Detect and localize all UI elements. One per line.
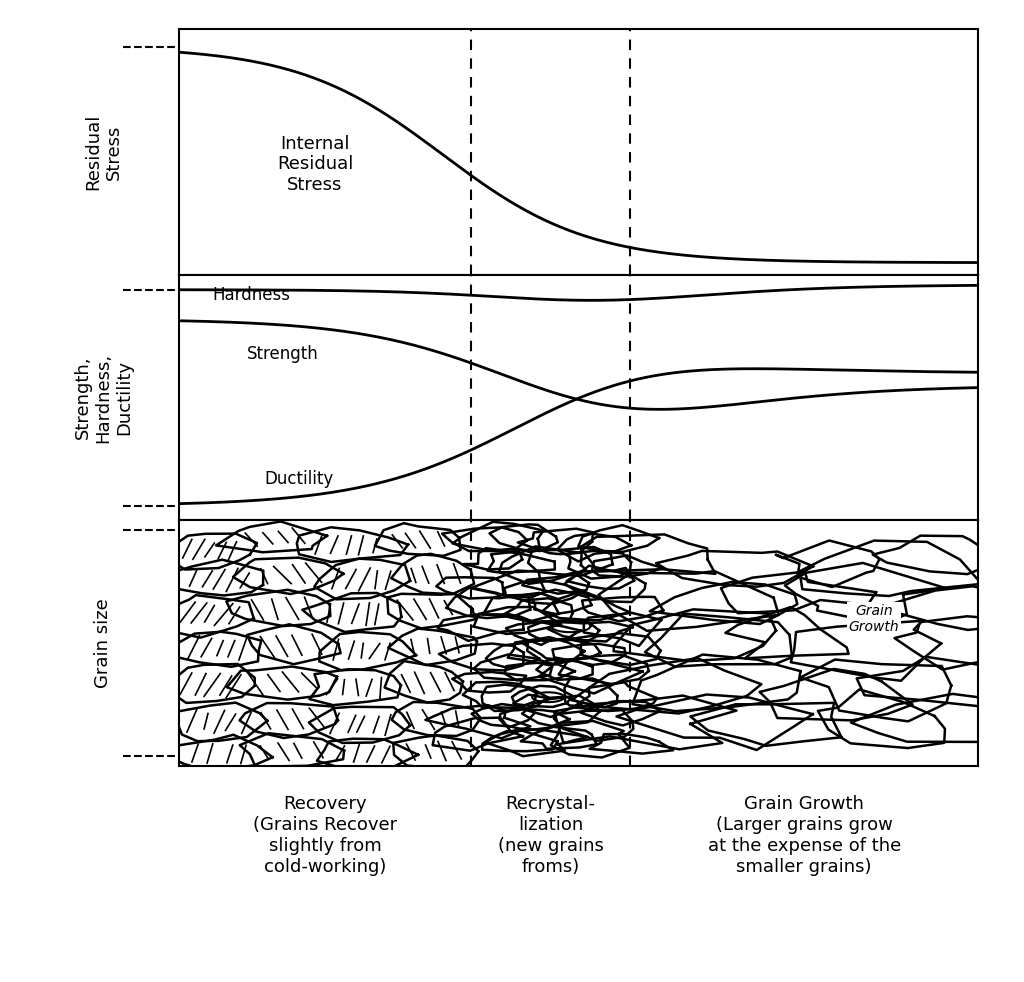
Text: Grain size: Grain size [94, 598, 113, 688]
Text: Hardness: Hardness [212, 286, 290, 303]
Text: Residual
Stress: Residual Stress [84, 114, 123, 191]
Text: Strength: Strength [247, 345, 318, 362]
Text: Grain Growth
(Larger grains grow
at the expense of the
smaller grains): Grain Growth (Larger grains grow at the … [708, 795, 901, 876]
Text: Strength,
Hardness,
Ductility: Strength, Hardness, Ductility [74, 353, 133, 443]
Text: Internal
Residual
Stress: Internal Residual Stress [276, 135, 353, 194]
Text: Ductility: Ductility [264, 469, 334, 488]
Text: Recrystal-
lization
(new grains
froms): Recrystal- lization (new grains froms) [498, 795, 603, 876]
Text: Grain
Growth: Grain Growth [849, 604, 899, 633]
Text: Recovery
(Grains Recover
slightly from
cold-working): Recovery (Grains Recover slightly from c… [253, 795, 397, 876]
